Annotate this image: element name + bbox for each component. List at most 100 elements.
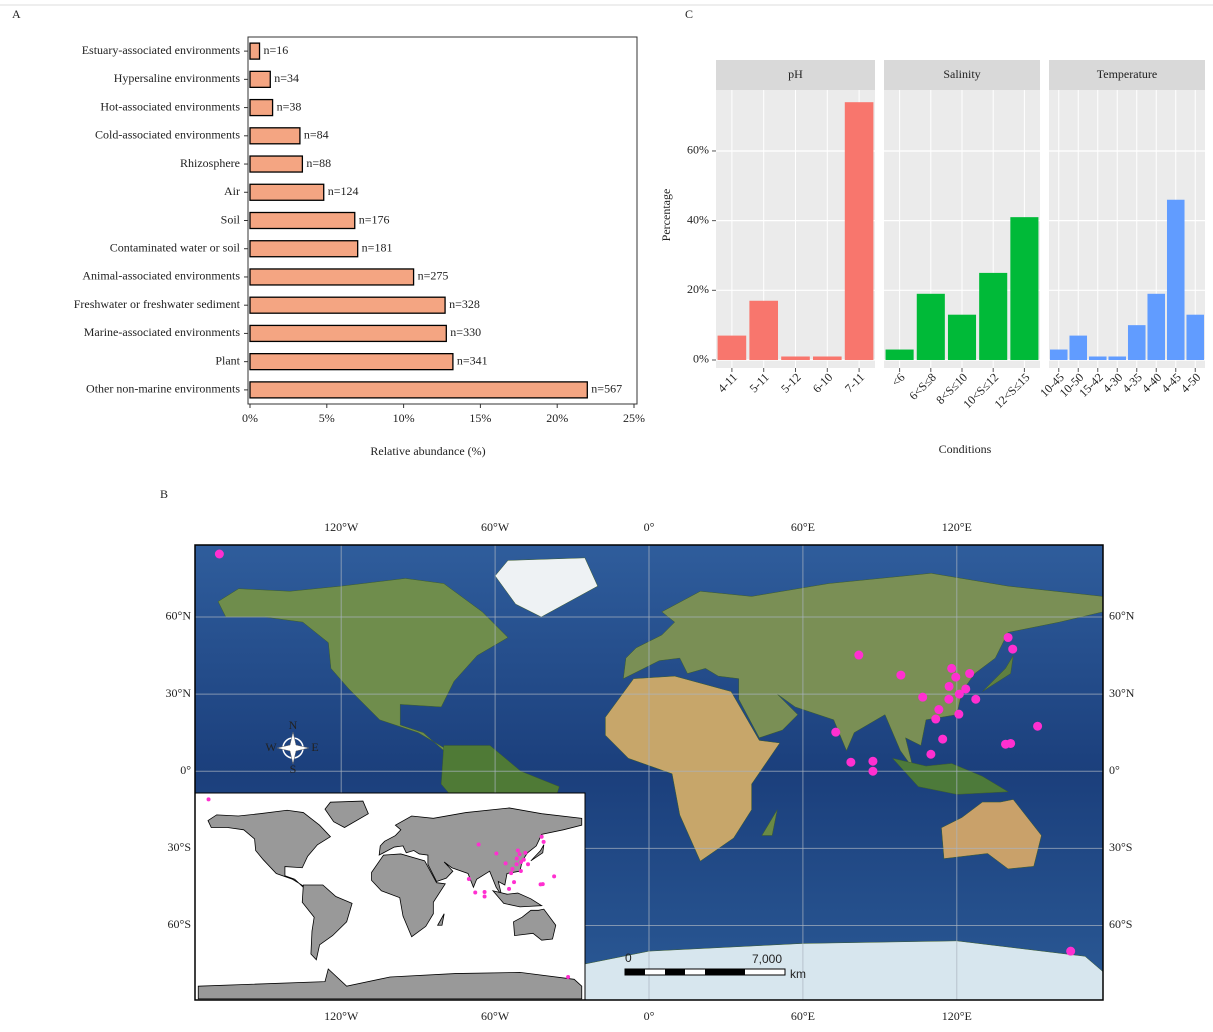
y-tick-label: 0°	[180, 763, 191, 777]
bar	[250, 297, 445, 313]
sample-point	[868, 767, 877, 776]
panel-label: A	[12, 7, 21, 21]
inset-point	[207, 797, 211, 801]
sample-point	[1004, 633, 1013, 642]
count-label: n=567	[591, 382, 622, 396]
x-axis-title: Conditions	[939, 442, 992, 456]
inset-point	[483, 890, 487, 894]
bar	[917, 294, 945, 360]
bar	[250, 43, 260, 59]
sample-point	[951, 673, 960, 682]
category-label: Rhizosphere	[180, 156, 240, 170]
bar	[250, 325, 446, 341]
inset-point	[504, 861, 508, 865]
x-tick-label: 25%	[623, 411, 645, 425]
x-tick-label: 4-11	[715, 370, 740, 395]
inset-point	[515, 862, 519, 866]
y-tick-label-right: 60°N	[1109, 609, 1135, 623]
y-tick-label: 30°S	[168, 840, 191, 854]
inset-point	[473, 890, 477, 894]
count-label: n=124	[328, 184, 359, 198]
x-tick-label: 0%	[242, 411, 258, 425]
count-label: n=84	[304, 128, 329, 142]
count-label: n=16	[264, 43, 289, 57]
sample-point	[945, 682, 954, 691]
count-label: n=275	[418, 269, 449, 283]
x-tick-label: 0°	[644, 520, 655, 534]
count-label: n=176	[359, 212, 390, 226]
count-label: n=341	[457, 353, 488, 367]
inset-point	[477, 843, 481, 847]
category-label: Freshwater or freshwater sediment	[74, 297, 241, 311]
inset-point	[540, 835, 544, 839]
sample-point	[931, 715, 940, 724]
category-label: Soil	[221, 212, 241, 226]
sample-point	[947, 664, 956, 673]
scale-segment	[665, 969, 685, 975]
count-label: n=34	[274, 71, 299, 85]
x-tick-label: 5%	[319, 411, 335, 425]
sample-point	[1006, 739, 1015, 748]
compass-letter: S	[290, 762, 297, 776]
y-tick-label: 20%	[687, 282, 709, 296]
x-tick-label: <6	[889, 370, 908, 389]
count-label: n=88	[306, 156, 331, 170]
bar	[948, 315, 976, 360]
y-tick-label-right: 0°	[1109, 763, 1120, 777]
compass-letter: E	[311, 740, 318, 754]
y-tick-label-right: 60°S	[1109, 917, 1132, 931]
figure: A Estuary-associated environments n=16 Hype…	[0, 0, 1213, 1027]
bar	[813, 357, 842, 360]
sample-point	[934, 705, 943, 714]
sample-point	[854, 651, 863, 660]
inset-point	[483, 895, 487, 899]
facet-title: Temperature	[1097, 67, 1157, 81]
sample-point	[1033, 722, 1042, 731]
y-tick-label: 60°S	[168, 917, 191, 931]
inset-point	[542, 840, 546, 844]
x-tick-label: 60°W	[481, 520, 510, 534]
sample-point	[954, 710, 963, 719]
sample-point	[965, 669, 974, 678]
bar	[250, 354, 453, 370]
x-axis-title: Relative abundance (%)	[370, 444, 485, 458]
bar	[250, 213, 355, 229]
sample-point	[1066, 947, 1075, 956]
bar	[1167, 200, 1185, 360]
x-tick-label: 6-10	[810, 370, 835, 395]
bar	[1147, 294, 1165, 360]
sample-point	[846, 758, 855, 767]
inset-point	[518, 852, 522, 856]
x-tick-label-bottom: 0°	[644, 1009, 655, 1023]
x-tick-label: 20%	[546, 411, 568, 425]
bar	[1010, 217, 1038, 360]
inset-point	[541, 882, 545, 886]
x-tick-label: 10%	[393, 411, 415, 425]
bar	[1108, 357, 1126, 360]
scale-label: 7,000	[752, 952, 782, 966]
bar	[250, 71, 270, 87]
bar	[250, 241, 358, 257]
category-label: Estuary-associated environments	[82, 43, 241, 57]
count-label: n=328	[449, 297, 480, 311]
x-tick-label: 12<S≤15	[991, 370, 1032, 411]
category-label: Cold-associated environments	[95, 128, 240, 142]
y-tick-label: 0%	[693, 352, 709, 366]
facet-title: pH	[788, 67, 803, 81]
sample-point	[868, 757, 877, 766]
inset-point	[507, 887, 511, 891]
category-label: Hypersaline environments	[114, 71, 241, 85]
inset-point	[515, 857, 519, 861]
inset-point	[519, 869, 523, 873]
bar	[250, 100, 273, 116]
y-tick-label: 30°N	[166, 686, 192, 700]
bar	[1089, 357, 1107, 360]
sample-point	[1008, 645, 1017, 654]
x-tick-label-bottom: 120°W	[324, 1009, 359, 1023]
y-axis-title: Percentage	[659, 189, 673, 242]
bar	[845, 102, 874, 360]
y-tick-label: 40%	[687, 212, 709, 226]
sample-point	[938, 735, 947, 744]
bar	[1128, 325, 1146, 360]
sample-point	[215, 549, 224, 558]
